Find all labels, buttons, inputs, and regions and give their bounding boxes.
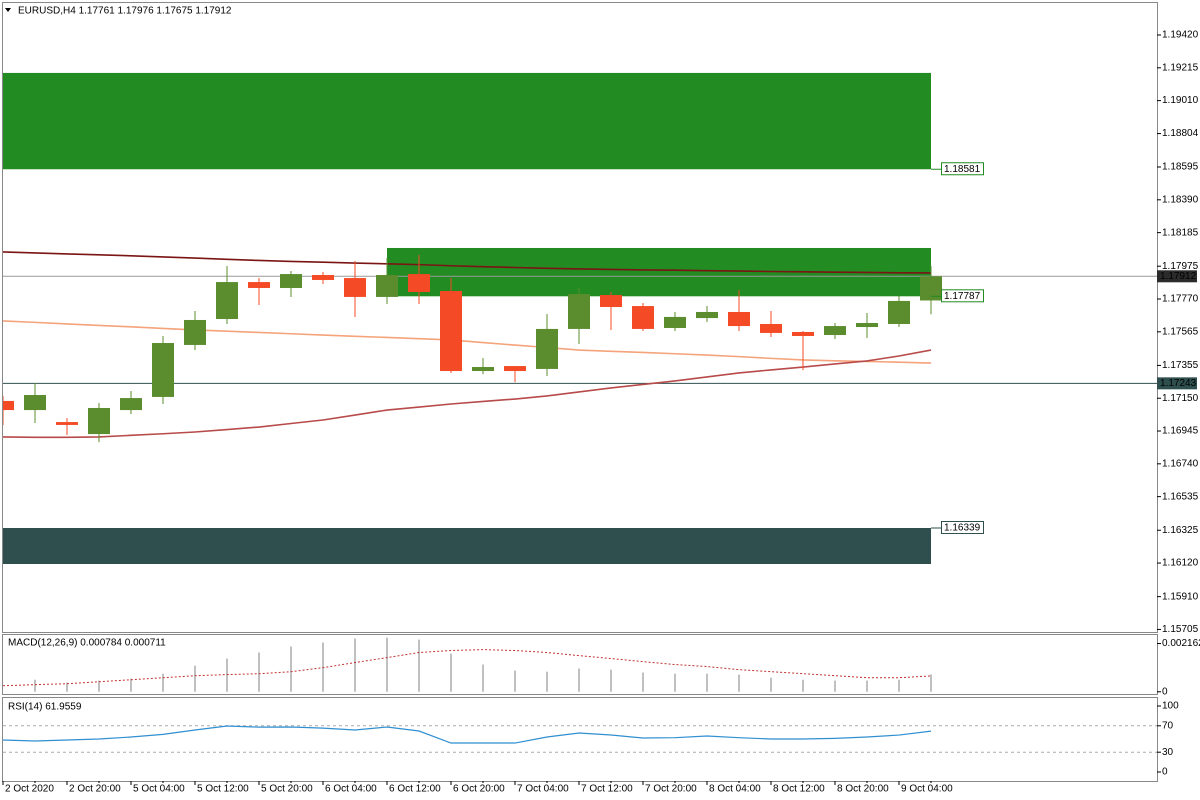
- candle-body: [856, 323, 878, 328]
- candle-body: [56, 422, 78, 425]
- zone-label: 1.16339: [944, 523, 981, 534]
- candle-body: [408, 274, 430, 292]
- x-tick-label: 9 Oct 04:00: [901, 784, 953, 795]
- y-tick-label: 0: [1162, 686, 1168, 697]
- symbol-menu-arrow[interactable]: [5, 8, 11, 12]
- candle-body: [344, 278, 366, 297]
- y-tick-label: 1.19215: [1162, 62, 1199, 73]
- candle-body: [696, 311, 718, 319]
- y-tick-label: 1.17355: [1162, 360, 1199, 371]
- candle-body: [248, 282, 270, 288]
- y-tick-label: 1.16325: [1162, 525, 1199, 536]
- candle-body: [3, 400, 14, 411]
- main-panel-frame: [2, 2, 1158, 633]
- x-tick-label: 6 Oct 20:00: [453, 784, 505, 795]
- price-label-box: [1157, 377, 1197, 390]
- candle-body: [152, 343, 174, 397]
- price-label: 1.17912: [1160, 271, 1197, 282]
- candle-body: [568, 294, 590, 329]
- y-tick-label: 70: [1162, 720, 1174, 731]
- candle-body: [216, 282, 238, 320]
- x-tick-label: 6 Oct 04:00: [325, 784, 377, 795]
- moving-average: [3, 251, 932, 274]
- zone: [3, 527, 931, 564]
- y-tick-label: 1.17975: [1162, 261, 1199, 272]
- candle-body: [88, 407, 110, 435]
- candle-body: [920, 276, 942, 301]
- y-tick-label: 1.17770: [1162, 294, 1199, 305]
- rsi-panel-frame: [2, 697, 1158, 782]
- zone-label-box: [941, 162, 984, 176]
- zone-label-box: [941, 520, 984, 534]
- y-tick-label: 1.19420: [1162, 30, 1199, 41]
- candle-body: [376, 275, 398, 297]
- y-tick-label: 1.16740: [1162, 458, 1199, 469]
- candle-body: [632, 306, 654, 329]
- candle-body: [760, 323, 782, 333]
- x-tick-label: 6 Oct 12:00: [389, 784, 441, 795]
- y-tick-label: 1.17150: [1162, 393, 1199, 404]
- y-tick-label: 1.17565: [1162, 326, 1199, 337]
- candle-body: [24, 395, 46, 411]
- x-tick-label: 5 Oct 20:00: [261, 784, 313, 795]
- zone-label: 1.18581: [944, 164, 981, 175]
- candle-body: [440, 291, 462, 372]
- y-tick-label: 1.18595: [1162, 162, 1199, 173]
- x-tick-label: 2 Oct 2020: [5, 784, 54, 795]
- y-tick-label: 1.15910: [1162, 591, 1199, 602]
- x-tick-label: 8 Oct 12:00: [773, 784, 825, 795]
- candle-body: [536, 328, 558, 369]
- y-tick-label: 1.18804: [1162, 128, 1199, 139]
- y-tick-label: 1.19010: [1162, 95, 1199, 106]
- zone-label-box: [941, 289, 984, 303]
- candle-body: [120, 398, 142, 411]
- x-tick-label: 8 Oct 20:00: [837, 784, 889, 795]
- y-tick-label: 1.16120: [1162, 558, 1199, 569]
- macd-signal: [2, 649, 932, 687]
- moving-average: [3, 320, 932, 364]
- x-tick-label: 8 Oct 04:00: [709, 784, 761, 795]
- candle-body: [600, 295, 622, 308]
- candle-body: [312, 275, 334, 280]
- y-tick-label: 1.18185: [1162, 227, 1199, 238]
- y-tick-label: 1.15705: [1162, 624, 1199, 635]
- candle-body: [824, 326, 846, 336]
- x-tick-label: 7 Oct 12:00: [581, 784, 633, 795]
- price-label: 1.17243: [1160, 378, 1197, 389]
- x-tick-label: 5 Oct 12:00: [197, 784, 249, 795]
- rsi-line: [2, 725, 932, 744]
- y-tick-label: 0: [1162, 767, 1168, 778]
- indicator-title: RSI(14) 61.9559: [8, 702, 82, 713]
- zone: [3, 72, 931, 170]
- overlay: 1.19420 1.19215 1.19010 1.18804 1.18595 1.183…: [2, 30, 1200, 795]
- candle-body: [888, 300, 910, 324]
- x-tick-label: 5 Oct 04:00: [133, 784, 185, 795]
- y-tick-label: 30: [1162, 747, 1174, 758]
- x-tick-label: 7 Oct 20:00: [645, 784, 697, 795]
- y-tick-label: 1.16535: [1162, 491, 1199, 502]
- candle-body: [664, 316, 686, 328]
- candle-body: [280, 274, 302, 288]
- macd-panel-frame: [2, 634, 1158, 695]
- indicator-title: MACD(12,26,9) 0.000784 0.000711: [8, 638, 166, 649]
- candle-body: [472, 367, 494, 372]
- y-tick-label: 1.18390: [1162, 194, 1199, 205]
- x-tick-label: 2 Oct 20:00: [69, 784, 121, 795]
- candle-body: [728, 311, 750, 327]
- price-plot: [3, 251, 1157, 443]
- y-tick-label: 1.16945: [1162, 426, 1199, 437]
- candle-body: [792, 331, 814, 336]
- y-tick-label: 100: [1162, 701, 1179, 712]
- moving-average: [3, 349, 932, 439]
- x-tick-label: 7 Oct 04:00: [517, 784, 569, 795]
- candle-body: [504, 366, 526, 372]
- chart-header: EURUSD,H4 1.17761 1.17976 1.17675 1.1791…: [18, 6, 232, 17]
- price-label-box: [1157, 270, 1197, 283]
- zone-label: 1.17787: [944, 291, 981, 302]
- y-tick-label: 0.002162: [1162, 638, 1200, 649]
- candle-body: [184, 319, 206, 345]
